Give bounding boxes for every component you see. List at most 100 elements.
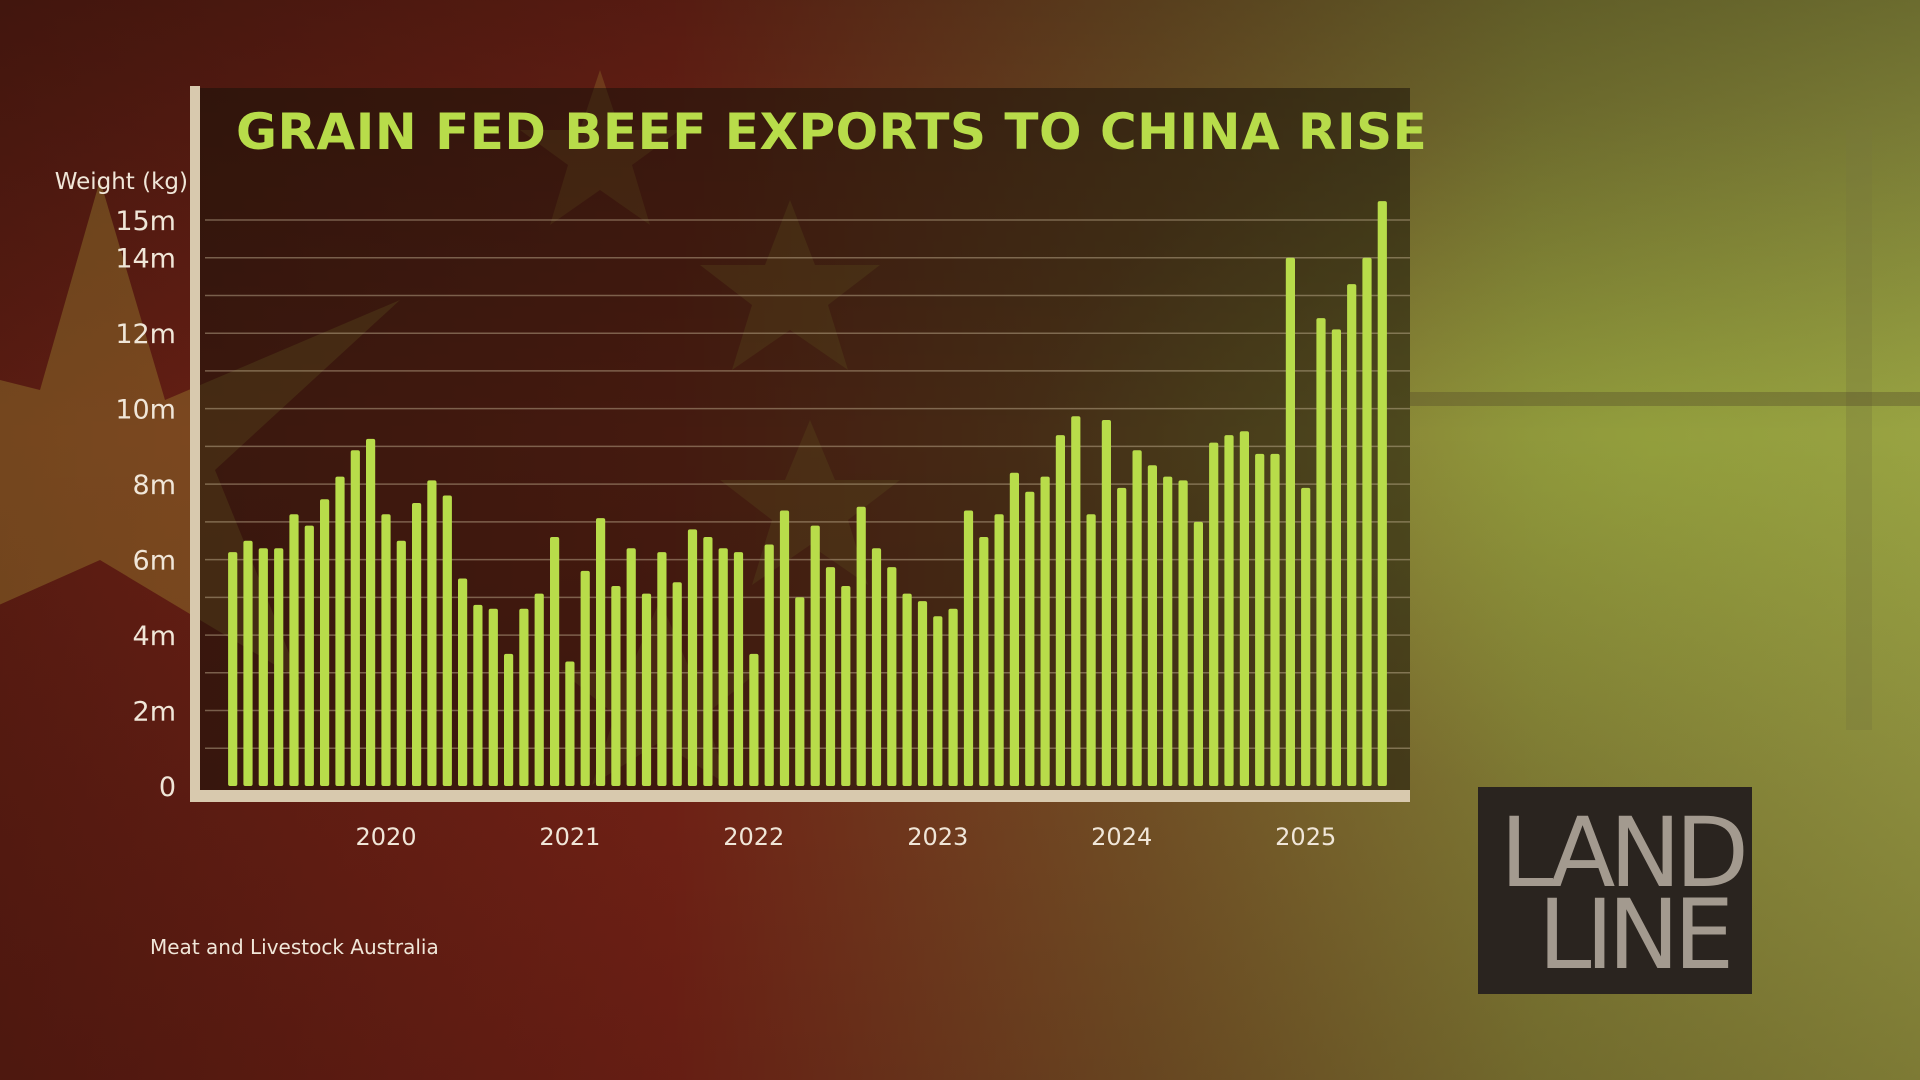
bar	[841, 586, 851, 786]
bar	[1331, 329, 1341, 786]
bar	[534, 593, 544, 786]
bar	[626, 548, 636, 786]
y-tick-labels: 0 2m 4m 6m 8m 10m 12m 14m 15m	[115, 206, 176, 803]
source-credit: Meat and Livestock Australia	[150, 935, 439, 959]
y-tick-label: 8m	[133, 470, 176, 501]
x-tick-labels: 2020 2021 2022 2023 2024 2025	[355, 823, 1336, 851]
bar	[596, 518, 606, 786]
bar	[641, 593, 652, 786]
bar	[1209, 442, 1219, 786]
bar	[948, 608, 958, 786]
bar	[504, 653, 514, 786]
bar	[304, 525, 314, 786]
bar	[519, 608, 529, 786]
x-tick-label: 2022	[723, 823, 784, 851]
chart-title: GRAIN FED BEEF EXPORTS TO CHINA RISE	[236, 103, 1428, 161]
y-tick-label: 0	[159, 772, 176, 803]
bar	[1071, 416, 1081, 786]
bar	[917, 601, 928, 786]
bar	[779, 510, 790, 786]
bar	[488, 608, 498, 786]
y-tick-label: 15m	[115, 206, 176, 237]
bar	[228, 552, 238, 786]
bar	[1025, 491, 1035, 786]
fence-rail-decoration	[1410, 392, 1920, 406]
bar	[1009, 472, 1019, 786]
y-tick-label: 10m	[115, 395, 176, 426]
bar	[412, 503, 422, 786]
bar	[1086, 514, 1096, 786]
bar	[258, 548, 268, 786]
bar	[672, 582, 682, 786]
bars	[228, 201, 1387, 787]
bar	[979, 537, 989, 786]
bar	[718, 548, 728, 786]
bar	[1285, 257, 1295, 786]
bar	[335, 476, 345, 786]
bar	[1316, 318, 1326, 786]
bar	[1377, 201, 1387, 787]
bar	[1163, 476, 1173, 786]
bar	[703, 537, 713, 786]
y-tick-label: 6m	[133, 546, 176, 577]
bar	[1347, 284, 1357, 786]
bar	[810, 525, 820, 786]
bar	[350, 450, 360, 786]
bar	[442, 495, 452, 786]
bar	[1270, 453, 1280, 786]
bar	[1362, 257, 1372, 786]
bar	[1055, 435, 1065, 786]
landline-logo: LAND LINE	[1478, 787, 1752, 994]
logo-text-line-1: LAND	[1500, 797, 1749, 909]
bar	[458, 578, 468, 786]
bar	[733, 552, 744, 786]
bar	[1178, 480, 1188, 786]
bar	[473, 604, 483, 786]
bar	[887, 567, 897, 786]
bar	[565, 661, 575, 786]
bar	[1255, 453, 1265, 786]
x-tick-label: 2021	[539, 823, 600, 851]
fence-post-decoration	[1846, 130, 1872, 730]
x-tick-label: 2020	[355, 823, 416, 851]
y-tick-label: 4m	[133, 621, 176, 652]
x-axis-line	[190, 790, 1410, 802]
bar	[1147, 465, 1157, 786]
bar	[1224, 435, 1234, 786]
bar	[243, 540, 253, 786]
bar	[381, 514, 391, 786]
y-axis-line	[190, 86, 200, 802]
bar	[994, 514, 1004, 786]
bar	[427, 480, 437, 786]
bar	[1301, 487, 1311, 786]
bar	[871, 548, 882, 786]
bar	[856, 506, 866, 786]
bar	[1040, 476, 1050, 786]
bar	[1239, 431, 1249, 786]
bar	[580, 570, 590, 786]
y-axis-label: Weight (kg)	[55, 169, 188, 195]
bar	[902, 593, 912, 786]
bar	[320, 499, 330, 786]
bar	[749, 653, 759, 786]
bar	[396, 540, 406, 786]
x-tick-label: 2025	[1275, 823, 1336, 851]
logo-text-line-2: LINE	[1538, 879, 1734, 991]
bar	[1132, 450, 1142, 786]
bar	[687, 529, 698, 786]
bar	[657, 552, 667, 786]
y-tick-label: 14m	[115, 244, 176, 275]
bar	[366, 438, 376, 786]
bar	[289, 514, 299, 786]
axes	[190, 86, 1410, 802]
x-tick-label: 2024	[1091, 823, 1152, 851]
bar	[963, 510, 974, 786]
y-tick-label: 2m	[133, 697, 176, 728]
bar	[274, 548, 284, 786]
bar	[825, 567, 836, 786]
bar	[795, 597, 805, 786]
bar	[1117, 487, 1127, 786]
bar	[611, 586, 621, 786]
bar	[550, 537, 560, 786]
